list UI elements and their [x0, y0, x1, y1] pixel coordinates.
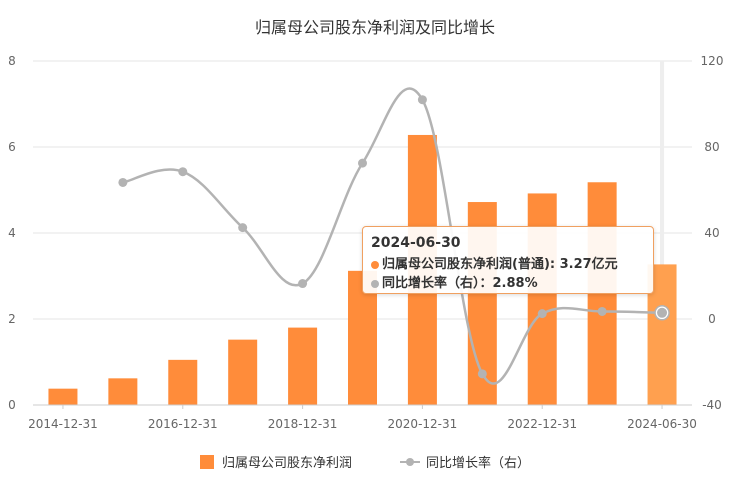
y-right-tick-label: 120 [701, 54, 724, 68]
y-left-tick-label: 8 [8, 54, 16, 68]
y-left-tick-label: 0 [8, 398, 16, 412]
growth-point [298, 279, 308, 289]
x-tick-label: 2020-12-31 [388, 417, 458, 431]
y-right-tick-label: 80 [704, 140, 719, 154]
growth-point [537, 309, 547, 319]
legend-line-dot [406, 458, 414, 466]
tooltip-bar-dot [371, 260, 379, 269]
x-tick-label: 2018-12-31 [268, 417, 338, 431]
growth-point [178, 167, 188, 177]
x-tick-label: 2022-12-31 [507, 417, 577, 431]
bar [228, 339, 258, 405]
growth-point [358, 158, 367, 168]
growth-point [477, 369, 487, 379]
bar [288, 327, 318, 405]
tooltip-row-profit: 归属母公司股东净利润(普通): 3.27亿元 [371, 255, 645, 274]
chart-title: 归属母公司股东净利润及同比增长 [255, 18, 495, 37]
x-tick-label: 2016-12-31 [148, 417, 218, 431]
y-right-tick-label: -40 [702, 398, 722, 412]
x-tick-label: 2014-12-31 [28, 417, 98, 431]
y-left-tick-label: 2 [8, 312, 16, 326]
line-layer [118, 87, 670, 385]
tooltip-line-dot [371, 279, 379, 288]
legend-bar-swatch[interactable] [200, 455, 214, 469]
tooltip-row-profit-text: 归属母公司股东净利润(普通): 3.27亿元 [382, 257, 618, 272]
y-right-tick-label: 0 [708, 312, 716, 326]
growth-point [657, 307, 668, 318]
bar [48, 388, 78, 405]
x-tick-label: 2024-06-30 [627, 417, 697, 431]
growth-point [238, 223, 248, 233]
bar [168, 359, 198, 405]
bar [108, 378, 138, 405]
legend-line-label[interactable]: 同比增长率（右） [426, 455, 530, 471]
legend-bar-label[interactable]: 归属母公司股东净利润 [222, 456, 352, 471]
y-left-tick-label: 4 [8, 226, 16, 240]
growth-point [118, 177, 128, 187]
growth-point [417, 95, 427, 105]
growth-point [597, 306, 607, 316]
legend: 归属母公司股东净利润 同比增长率（右） [200, 455, 530, 471]
y-left-tick-label: 6 [8, 140, 16, 154]
tooltip-row-growth: 同比增长率（右）：2.88% [371, 274, 645, 293]
y-right-tick-label: 40 [704, 226, 719, 240]
tooltip-title: 2024-06-30 [371, 235, 461, 251]
hover-indicator [660, 61, 665, 405]
tooltip: 2024-06-30 归属母公司股东净利润(普通): 3.27亿元 同比增长率（… [362, 226, 654, 294]
tooltip-row-growth-text: 同比增长率（右）：2.88% [382, 276, 538, 291]
axis-layer: 0 2 4 6 8 -40 0 40 80 120 2014-12-31 2016-12-31 2018… [8, 54, 723, 431]
